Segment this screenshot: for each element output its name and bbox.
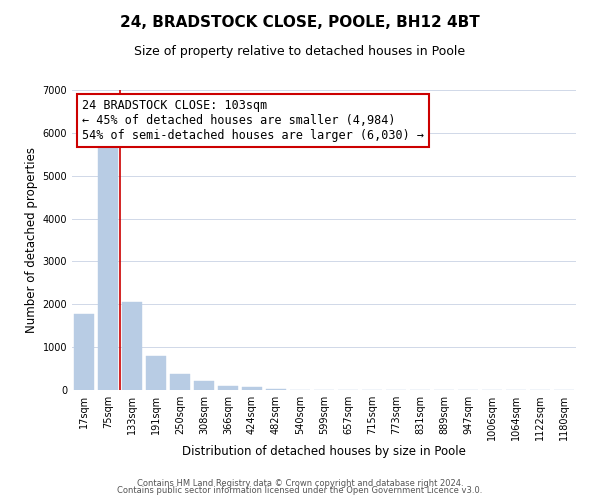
Bar [218, 386, 238, 390]
Bar [266, 388, 286, 390]
Y-axis label: Number of detached properties: Number of detached properties [25, 147, 38, 333]
Bar [170, 374, 190, 390]
Bar [74, 314, 94, 390]
Bar [242, 388, 262, 390]
Bar [194, 380, 214, 390]
Text: 24, BRADSTOCK CLOSE, POOLE, BH12 4BT: 24, BRADSTOCK CLOSE, POOLE, BH12 4BT [120, 15, 480, 30]
X-axis label: Distribution of detached houses by size in Poole: Distribution of detached houses by size … [182, 444, 466, 458]
Bar [146, 356, 166, 390]
Text: Contains public sector information licensed under the Open Government Licence v3: Contains public sector information licen… [118, 486, 482, 495]
Text: 24 BRADSTOCK CLOSE: 103sqm
← 45% of detached houses are smaller (4,984)
54% of s: 24 BRADSTOCK CLOSE: 103sqm ← 45% of deta… [82, 99, 424, 142]
Text: Size of property relative to detached houses in Poole: Size of property relative to detached ho… [134, 45, 466, 58]
Text: Contains HM Land Registry data © Crown copyright and database right 2024.: Contains HM Land Registry data © Crown c… [137, 478, 463, 488]
Bar [122, 302, 142, 390]
Bar [98, 144, 118, 390]
